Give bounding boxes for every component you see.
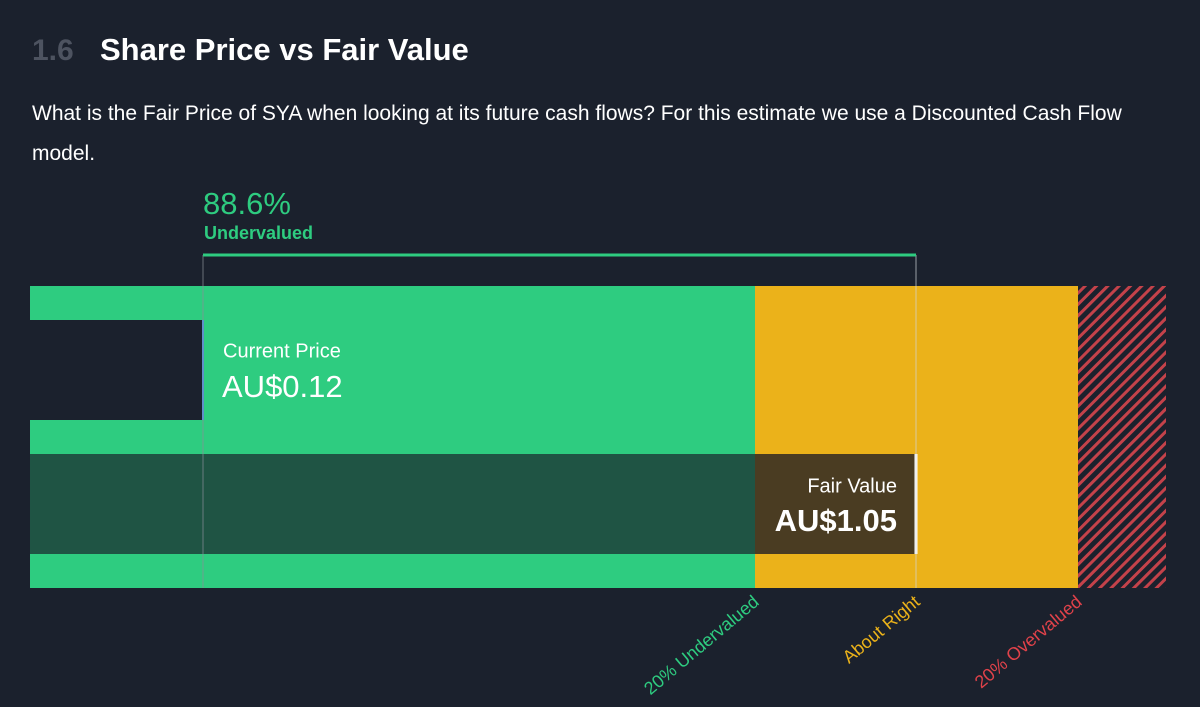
current-price-value: AU$0.12 [222,369,343,404]
status: Undervalued [204,223,313,243]
fair-value-band [755,454,916,554]
discount: 88.6% [203,186,291,221]
section-title: Share Price vs Fair Value [100,32,469,67]
overvalued-zone [1078,286,1166,588]
fair-value-value: AU$1.05 [775,503,897,538]
zone-label: 20% Overvalued [971,591,1086,692]
zone-label: 20% Undervalued [640,591,762,698]
current-price-gap [30,320,203,420]
current-price-label: Current Price [223,340,341,362]
fair-value-band [30,454,755,554]
zone-label: About Right [839,591,924,667]
section-number: 1.6 [32,34,74,67]
description: What is the Fair Price of SYA when looki… [32,102,1122,165]
fair-value-label: Fair Value [807,475,897,497]
